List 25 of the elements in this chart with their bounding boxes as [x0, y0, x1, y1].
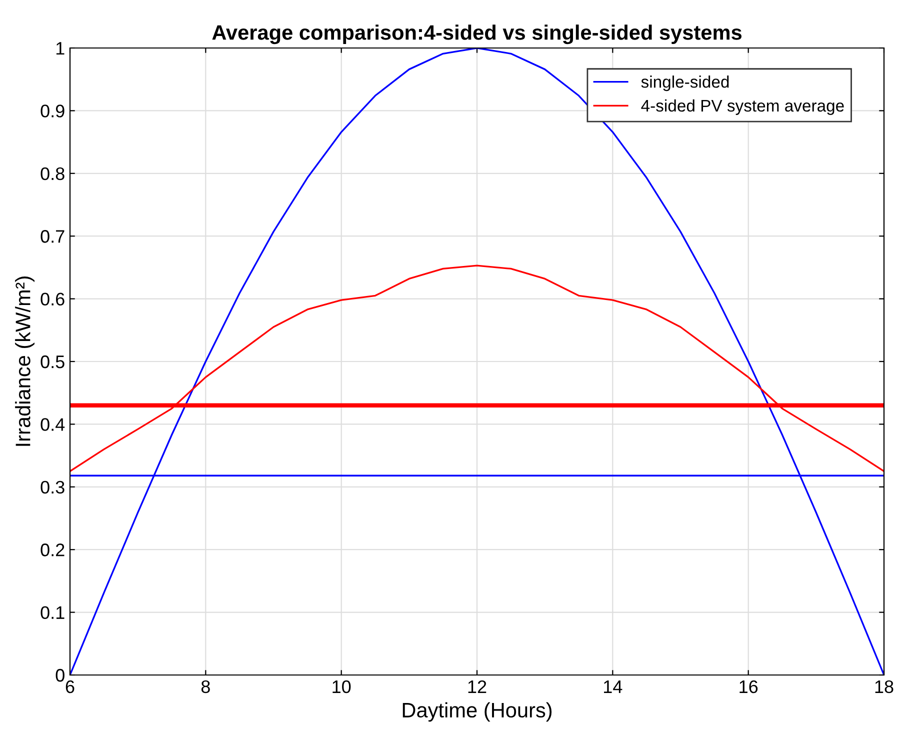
y-tick-label: 0.3 [40, 480, 64, 494]
x-tick-label: 10 [332, 680, 351, 694]
x-axis-title: Daytime (Hours) [402, 702, 552, 722]
x-tick-label: 16 [740, 680, 758, 694]
x-tick-label: 6 [66, 680, 74, 694]
x-tick-label: 8 [201, 680, 210, 694]
x-tick-label: 18 [875, 680, 894, 694]
line-series [70, 264, 884, 472]
y-tick-label: 1 [56, 42, 64, 55]
y-tick-label: 0.1 [40, 606, 64, 620]
legend-label: single-sided [641, 76, 729, 92]
y-tick-label: 0.5 [40, 355, 64, 368]
y-tick-label: 0.2 [40, 544, 64, 556]
y-axis-title: Irradiance (kW/m²) [15, 276, 34, 446]
y-tick-label: 0.8 [40, 167, 64, 180]
line-series [70, 48, 884, 675]
y-tick-label: 0 [56, 668, 64, 682]
y-tick-label: 0.9 [40, 104, 64, 118]
x-tick-label: 14 [604, 680, 622, 693]
y-tick-label: 0.4 [40, 418, 65, 431]
chart-title: Average comparison:4-sided vs single-sided systems [212, 24, 742, 44]
x-tick-label: 12 [468, 680, 486, 693]
y-tick-label: 0.6 [40, 292, 64, 306]
y-tick-label: 0.7 [40, 230, 64, 243]
legend-label: 4-sided PV system average [641, 99, 844, 115]
